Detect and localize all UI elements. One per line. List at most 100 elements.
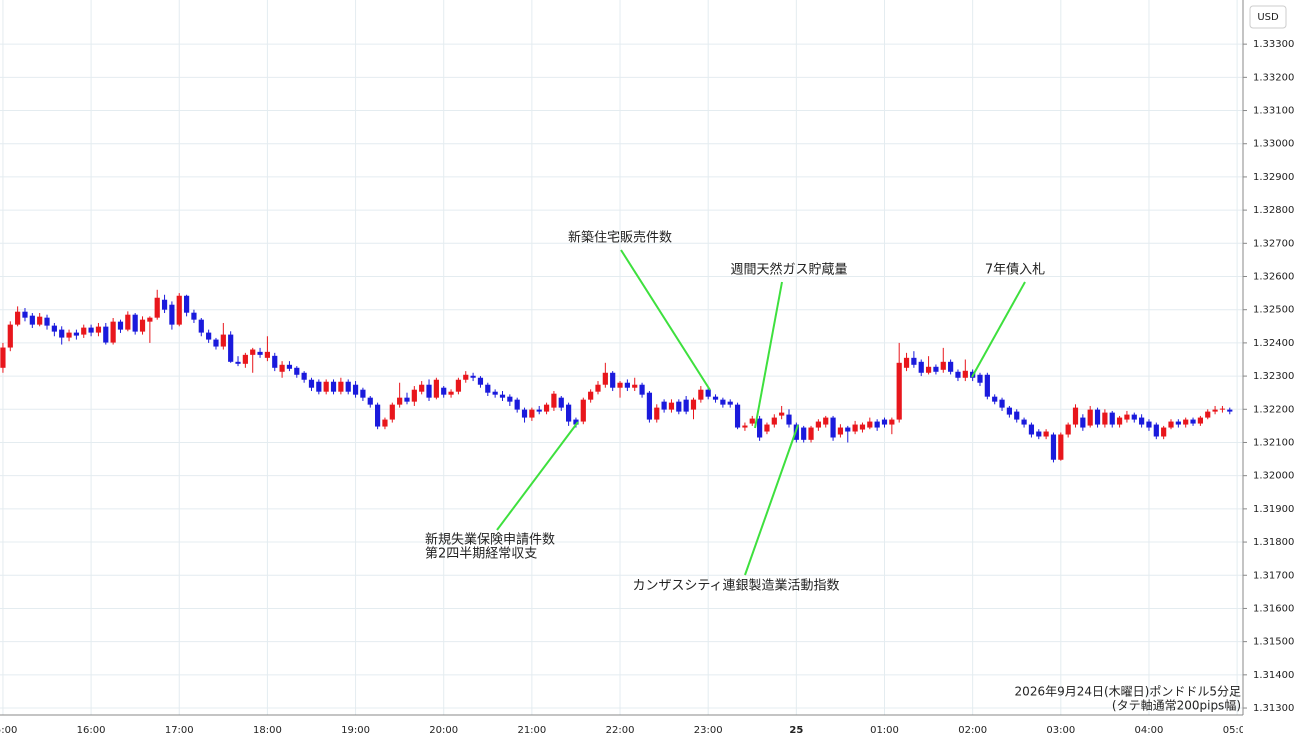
candle-body [183, 295, 190, 313]
candle-body [463, 374, 469, 380]
y-tick-label: 1.33200 [1253, 72, 1294, 83]
candle-body [1219, 408, 1226, 410]
candle-body [1183, 419, 1189, 425]
candle-body [668, 402, 675, 410]
candle-body [903, 357, 910, 368]
candle-body [492, 391, 498, 395]
candle-body [639, 384, 645, 395]
candle-body [1161, 427, 1167, 437]
y-tick-label: 1.32200 [1253, 404, 1294, 415]
candle-body [720, 399, 726, 405]
candle-body [602, 372, 608, 385]
y-tick-label: 1.32700 [1253, 238, 1294, 249]
candle-body [646, 392, 653, 420]
candle-body [51, 325, 57, 332]
candle-body [419, 384, 425, 392]
candle-body [1109, 412, 1115, 425]
candle-body [1014, 411, 1020, 420]
x-tick-label: 20:00 [429, 725, 458, 736]
candle-body [375, 404, 381, 427]
candle-body [786, 414, 792, 425]
candle-body [536, 409, 542, 412]
note: 2026年9月24日(木曜日)ポンドドル5分足 [1015, 685, 1241, 699]
currency-box [1249, 5, 1287, 29]
candle-body [132, 314, 138, 332]
candle-body [411, 389, 417, 402]
x-axis: 15:00 16:00 17:00 18:00 19:00 20:00 21:00 22:00… [0, 725, 1252, 736]
candle-body [918, 361, 924, 373]
candle-body [632, 384, 638, 388]
y-tick-label: 1.32000 [1253, 471, 1294, 482]
candle-body [206, 332, 212, 340]
candle-body [117, 321, 124, 330]
y-tick-label: 1.32500 [1253, 305, 1294, 316]
candle-body [705, 389, 711, 397]
candle-body [1139, 417, 1145, 425]
candle-body [984, 374, 990, 397]
annotation-leader [744, 424, 799, 576]
candle-body [81, 327, 87, 335]
y-tick-label: 1.32600 [1253, 272, 1294, 283]
candle-body [727, 401, 733, 405]
candle-body [169, 304, 175, 325]
candle-body [676, 401, 682, 412]
candle-body [360, 389, 366, 398]
candle-body [749, 418, 755, 424]
candle-body [220, 334, 226, 347]
candle-body [1227, 409, 1233, 412]
y-tick-label: 1.31600 [1253, 603, 1294, 614]
x-tick-label: 02:00 [958, 725, 987, 736]
candle-body [1116, 417, 1123, 425]
candle-body [242, 354, 248, 364]
candle-body [59, 329, 65, 338]
candle-body [1212, 409, 1218, 412]
candle-body [1205, 411, 1211, 418]
candle-body [22, 311, 28, 318]
candle-body [1058, 434, 1064, 460]
candle-body [661, 401, 667, 410]
currency-label: USD [1257, 12, 1279, 23]
candle-body [514, 399, 520, 410]
candle-body [940, 361, 946, 370]
candle-body [529, 409, 535, 418]
annotation-leader [754, 281, 783, 429]
candle-body [0, 347, 6, 368]
candle-body [250, 349, 256, 355]
annotation: 週間天然ガス貯蔵量 [730, 262, 847, 278]
annotation: 7年債入札 [985, 263, 1045, 278]
candle-body [588, 391, 594, 400]
candle-body [845, 427, 851, 432]
x-tick-label: 22:00 [606, 725, 635, 736]
candle-body [1028, 424, 1035, 435]
candle-body [558, 397, 564, 408]
candle-body [566, 404, 572, 422]
candle-body [610, 372, 616, 388]
candle-body [213, 339, 219, 347]
annotation-leader [496, 421, 579, 531]
candle-body [654, 407, 660, 420]
candle-body [551, 393, 557, 408]
y-tick-label: 1.31800 [1253, 537, 1294, 548]
candle-body [264, 351, 271, 358]
candle-body [1168, 421, 1174, 428]
candle-body [573, 419, 579, 425]
candle-body [1124, 414, 1130, 420]
candle-body [294, 367, 300, 375]
x-tick-label: 18:00 [253, 725, 282, 736]
x-tick-label: 19:00 [341, 725, 370, 736]
candle-body [1131, 414, 1137, 420]
candle-body [999, 399, 1005, 408]
candle-body [977, 374, 983, 383]
candle-body [1006, 407, 1012, 415]
candle-body [499, 394, 506, 398]
candle-body [235, 361, 241, 364]
candle-body [433, 379, 439, 398]
candle-body [712, 396, 719, 400]
candle-body [15, 311, 21, 325]
candle-body [933, 366, 939, 372]
candle-body [830, 417, 836, 438]
x-tick-label: 16:00 [77, 725, 106, 736]
annotation-leader [971, 281, 1026, 378]
